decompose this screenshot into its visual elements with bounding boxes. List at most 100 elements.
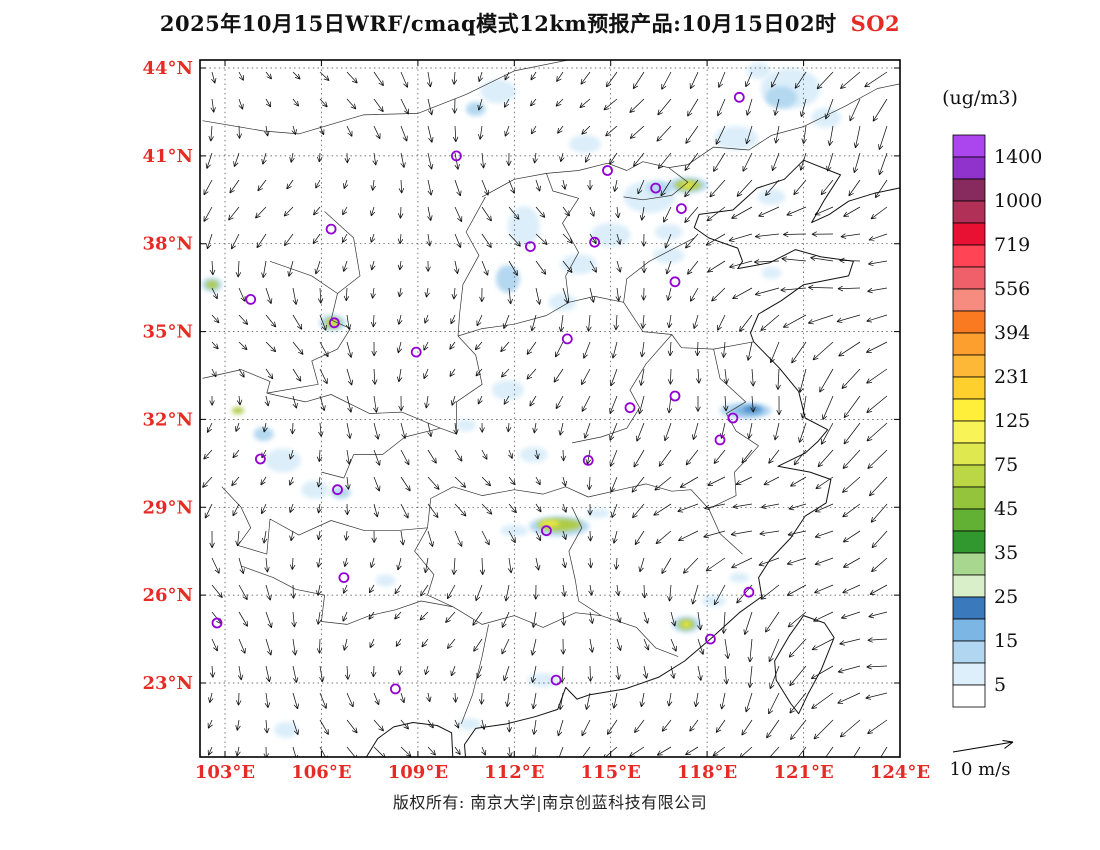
station-marker — [650, 182, 662, 194]
wind-reference-arrow — [952, 739, 1014, 753]
concentration-plume — [253, 427, 274, 442]
station-layer — [211, 91, 755, 695]
geography-layer — [202, 60, 900, 757]
station-marker — [669, 276, 681, 288]
concentration-plume — [231, 407, 244, 415]
station-marker — [338, 572, 350, 583]
lat-tick-label: 26°N — [142, 585, 193, 606]
lat-tick-label: 44°N — [142, 58, 193, 79]
plume-layer — [202, 62, 842, 738]
legend-band — [952, 244, 986, 268]
concentration-plume — [746, 62, 771, 79]
lat-tick-label: 32°N — [142, 409, 193, 430]
legend-tick-label: 75 — [994, 454, 1018, 476]
station-marker — [450, 150, 462, 162]
legend-tick-label: 35 — [994, 542, 1018, 564]
lat-tick-label: 38°N — [142, 234, 193, 255]
concentration-plume — [560, 254, 597, 275]
station-marker — [743, 586, 755, 598]
legend-tick-label: 25 — [994, 586, 1018, 608]
legend-band — [952, 310, 986, 334]
station-marker — [328, 317, 340, 329]
legend-band — [952, 134, 986, 158]
coastline — [365, 159, 900, 757]
legend-band — [952, 332, 986, 356]
graticule — [200, 60, 900, 757]
legend-tick-label: 45 — [994, 498, 1018, 520]
legend-band — [952, 200, 986, 224]
plot-title: 2025年10月15日WRF/cmaq模式12km预报产品:10月15日02时 S… — [0, 8, 1060, 38]
lon-tick-label: 112°E — [484, 762, 544, 783]
graticule-lines — [200, 60, 900, 757]
concentration-plume — [701, 595, 726, 607]
legend-band — [952, 464, 986, 488]
legend-band — [952, 266, 986, 290]
concentration-plume — [519, 446, 548, 463]
concentration-plume — [585, 508, 610, 519]
station-marker — [561, 333, 573, 345]
concentration-plume — [206, 280, 219, 289]
concentration-plume — [456, 419, 477, 432]
station-marker — [254, 453, 266, 465]
station-marker — [589, 236, 600, 248]
legend-band — [952, 288, 986, 312]
legend-band — [952, 684, 986, 708]
wind-reference-label: 10 m/s — [950, 759, 1011, 780]
station-marker — [325, 223, 337, 235]
concentration-plume — [274, 721, 299, 738]
axis-ticks — [200, 60, 900, 757]
plot-title-text: 2025年10月15日WRF/cmaq模式12km预报产品:10月15日02时 — [159, 11, 837, 36]
legend-tick-label: 231 — [994, 366, 1030, 388]
concentration-plume — [548, 293, 577, 312]
legend-band — [952, 442, 986, 466]
legend-units-label: (ug/m3) — [942, 87, 1018, 109]
concentration-plume — [457, 718, 482, 730]
legend-band — [952, 640, 986, 664]
station-marker — [669, 390, 681, 402]
legend-band — [952, 178, 986, 202]
concentration-plume — [495, 264, 520, 293]
station-marker — [332, 484, 343, 496]
station-marker — [624, 402, 636, 414]
concentration-plume — [569, 135, 601, 154]
legend-tick-label: 556 — [994, 278, 1030, 300]
legend-band — [952, 376, 986, 400]
concentration-plume — [491, 380, 524, 401]
legend-tick-label: 5 — [994, 674, 1006, 696]
longitude-axis: 103°E 106°E 109°E 112°E 115°E 118°E 121°E 124°E — [195, 762, 930, 783]
station-marker — [211, 617, 223, 629]
legend-tick-label: 1000 — [994, 190, 1042, 212]
concentration-plume — [714, 126, 759, 151]
concentration-plume — [682, 621, 691, 627]
map-frame — [199, 59, 901, 758]
concentration-plume — [465, 102, 486, 116]
concentration-plume — [757, 188, 786, 205]
legend-band — [952, 662, 986, 686]
concentration-plume — [729, 572, 750, 583]
concentration-plume — [743, 406, 762, 413]
lon-tick-label: 109°E — [388, 762, 448, 783]
legend-band — [952, 222, 986, 246]
legend-band — [952, 530, 986, 554]
station-marker — [582, 454, 594, 466]
legend-band — [952, 486, 986, 510]
concentration-plume — [539, 520, 560, 527]
lon-tick-label: 115°E — [581, 762, 641, 783]
legend-band — [952, 156, 986, 180]
station-marker — [676, 203, 687, 215]
legend-band — [952, 574, 986, 598]
concentration-plume — [654, 224, 683, 240]
station-marker — [245, 293, 257, 305]
legend-tick-label: 15 — [994, 630, 1018, 652]
lon-tick-label: 124°E — [870, 762, 930, 783]
legend-tick-label: 125 — [994, 410, 1030, 432]
concentration-plume — [480, 79, 517, 104]
lon-tick-label: 118°E — [677, 762, 737, 783]
station-marker — [550, 674, 562, 686]
province-borders — [202, 60, 900, 725]
lon-tick-label: 121°E — [773, 762, 833, 783]
station-marker — [410, 346, 422, 358]
station-marker — [714, 434, 726, 446]
